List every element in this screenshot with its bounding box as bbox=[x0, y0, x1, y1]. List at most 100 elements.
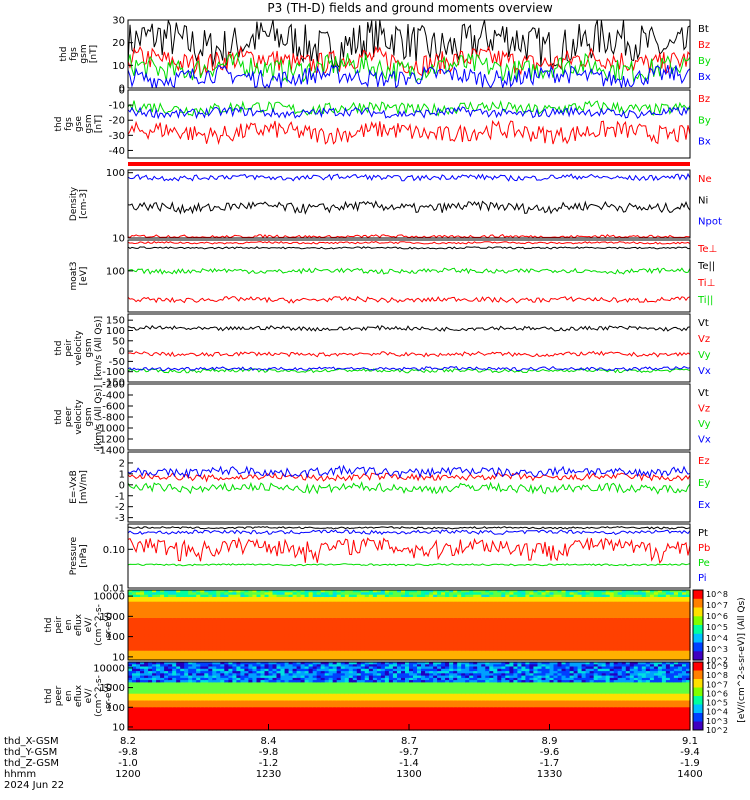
spectrogram-cell bbox=[156, 643, 161, 647]
spectrogram-cell bbox=[208, 653, 213, 656]
spectrogram-cell bbox=[344, 639, 350, 642]
spectrogram-cell bbox=[216, 608, 221, 612]
spectrogram-cell bbox=[252, 608, 257, 612]
spectrogram-cell bbox=[260, 618, 266, 621]
spectrogram-cell bbox=[505, 627, 510, 631]
spectrogram-cell bbox=[392, 604, 398, 607]
spectrogram-cell bbox=[429, 632, 434, 635]
spectrogram-cell bbox=[593, 613, 599, 617]
spectrogram-cell bbox=[232, 629, 237, 633]
spectrogram-cell bbox=[140, 673, 145, 677]
spectrogram-cell bbox=[300, 604, 306, 607]
spectrogram-cell bbox=[232, 655, 237, 659]
spectrogram-cell bbox=[176, 653, 181, 656]
spectrogram-cell bbox=[505, 646, 510, 649]
spectrogram-cell bbox=[160, 711, 165, 715]
spectrogram-cell bbox=[445, 646, 450, 649]
spectrogram-cell bbox=[188, 720, 193, 724]
spectrogram-cell bbox=[445, 604, 450, 607]
spectrogram-cell bbox=[340, 657, 346, 661]
spectrogram-cell bbox=[320, 641, 326, 645]
spectrogram-cell bbox=[180, 643, 185, 647]
spectrogram-cell bbox=[413, 611, 418, 614]
spectrogram-cell bbox=[148, 615, 153, 619]
spectrogram-cell bbox=[388, 594, 394, 598]
spectrogram-cell bbox=[585, 590, 591, 593]
spectrogram-cell bbox=[180, 668, 185, 672]
spectrogram-cell bbox=[597, 627, 603, 631]
panel-frame bbox=[127, 523, 691, 589]
spectrogram-cell bbox=[324, 625, 330, 628]
spectrogram-cell bbox=[380, 620, 386, 624]
spectrogram-cell bbox=[144, 723, 149, 727]
spectrogram-cell bbox=[308, 653, 314, 656]
spectrogram-cell bbox=[641, 646, 647, 649]
spectrogram-cell bbox=[188, 653, 193, 656]
spectrogram-cell bbox=[397, 653, 402, 656]
spectrogram-cell bbox=[649, 622, 655, 626]
spectrogram-cell bbox=[489, 643, 494, 647]
spectrogram-cell bbox=[665, 613, 671, 617]
spectrogram-cell bbox=[304, 625, 310, 628]
panel-frame bbox=[127, 313, 691, 383]
spectrogram-cell bbox=[433, 636, 438, 640]
spectrogram-cell bbox=[164, 650, 169, 654]
ylabel-line: [eV] bbox=[79, 267, 89, 286]
spectrogram-cell bbox=[324, 653, 330, 656]
spectrogram-cell bbox=[481, 613, 486, 617]
spectrogram-cell bbox=[565, 594, 571, 598]
spectrogram-cell bbox=[340, 608, 346, 612]
spectrogram-cell bbox=[557, 634, 563, 638]
spectrogram-cell bbox=[144, 592, 149, 596]
spectrogram-cell bbox=[617, 611, 623, 614]
spectrogram-cell bbox=[252, 634, 257, 638]
spectrogram-cell bbox=[633, 599, 639, 603]
spectrogram-cell bbox=[557, 618, 563, 621]
spectrogram-cell bbox=[148, 611, 153, 614]
spectrogram-cell bbox=[164, 641, 169, 645]
spectrogram-cell bbox=[397, 606, 402, 610]
spectrogram-cell bbox=[465, 650, 470, 654]
spectrogram-cell bbox=[405, 653, 410, 656]
spectrogram-cell bbox=[188, 711, 193, 715]
spectrogram-cell bbox=[384, 632, 390, 635]
spectrogram-cell bbox=[533, 615, 538, 619]
spectrogram-cell bbox=[136, 655, 141, 659]
spectrogram-cell bbox=[537, 643, 543, 647]
ytick-label: -1400 bbox=[96, 446, 125, 457]
ytick-label: -150 bbox=[102, 378, 125, 389]
spectrogram-cell bbox=[140, 702, 145, 706]
spectrogram-cell bbox=[180, 625, 185, 628]
spectrogram-cell bbox=[244, 655, 249, 659]
spectrogram-cell bbox=[368, 653, 374, 656]
spectrogram-cell bbox=[661, 597, 667, 600]
spectrogram-cell bbox=[152, 714, 157, 717]
spectrogram-cell bbox=[164, 592, 169, 596]
spectrogram-cell bbox=[300, 639, 306, 642]
spectrogram-cell bbox=[228, 648, 233, 652]
spectrogram-cell bbox=[376, 627, 382, 631]
spectrogram-cell bbox=[669, 641, 675, 645]
spectrogram-cell bbox=[557, 639, 563, 642]
spectrogram-cell bbox=[441, 608, 446, 612]
spectrogram-cell bbox=[168, 725, 173, 729]
spectrogram-cell bbox=[164, 680, 169, 683]
spectrogram-cell bbox=[296, 639, 302, 642]
spectrogram-cell bbox=[192, 709, 197, 713]
spectrogram-cell bbox=[669, 620, 675, 624]
spectrogram-cell bbox=[200, 611, 205, 614]
spectrogram-cell bbox=[308, 629, 314, 633]
spectrogram-cell bbox=[545, 650, 551, 654]
spectrogram-cell bbox=[637, 606, 643, 610]
spectrogram-cell bbox=[437, 639, 442, 642]
spectrogram-cell bbox=[449, 648, 454, 652]
spectrogram-cell bbox=[481, 608, 486, 612]
spectrogram-cell bbox=[264, 615, 270, 619]
spectrogram-cell bbox=[204, 590, 209, 593]
spectrogram-cell bbox=[248, 641, 253, 645]
spectrogram-cell bbox=[324, 604, 330, 607]
spectrogram-cell bbox=[352, 646, 358, 649]
spectrogram-cell bbox=[256, 599, 262, 603]
spectrogram-cell bbox=[521, 634, 526, 638]
spectrogram-cell bbox=[152, 702, 157, 706]
